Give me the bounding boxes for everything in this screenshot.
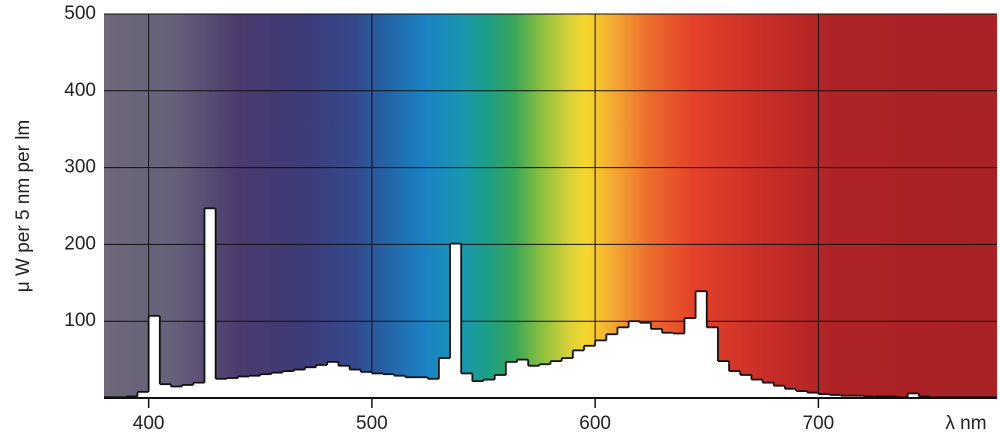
y-tick-label: 100	[64, 310, 96, 331]
bar	[650, 328, 663, 398]
bar	[662, 332, 674, 398]
bar	[773, 385, 786, 398]
bar	[628, 321, 641, 398]
bar	[595, 340, 607, 398]
bar	[293, 369, 306, 398]
bar	[483, 379, 496, 398]
bar	[829, 394, 842, 398]
bar	[818, 394, 831, 398]
x-tick-label: 600	[579, 413, 611, 434]
bar	[193, 382, 205, 398]
bar	[427, 378, 440, 398]
bar	[807, 392, 819, 398]
bar	[137, 391, 150, 398]
bar	[450, 243, 462, 398]
bar	[851, 395, 864, 398]
x-tick-label: 500	[356, 413, 388, 434]
bar	[249, 375, 261, 398]
bar	[394, 375, 406, 398]
x-tick-label: 700	[803, 413, 835, 434]
bar	[572, 350, 585, 398]
bar	[740, 374, 752, 398]
bar	[539, 364, 551, 398]
bar	[673, 333, 685, 398]
bar	[461, 373, 473, 398]
bar	[617, 327, 630, 398]
bar	[751, 379, 764, 398]
bar	[148, 315, 161, 398]
bar	[226, 378, 239, 398]
bar	[505, 361, 518, 398]
bar	[907, 393, 920, 398]
bar	[762, 382, 775, 398]
y-tick-label: 500	[64, 3, 96, 24]
y-tick-label: 300	[64, 157, 96, 178]
bar	[438, 358, 451, 398]
bar	[840, 395, 853, 398]
bar	[170, 386, 183, 398]
bar	[472, 381, 485, 398]
bar	[215, 378, 228, 398]
x-axis-label: λ nm	[945, 413, 986, 434]
bar	[237, 376, 250, 398]
bar	[204, 208, 217, 398]
bar	[360, 371, 373, 398]
bar	[561, 358, 574, 398]
bar	[416, 377, 429, 398]
bar	[371, 373, 384, 398]
bar	[729, 371, 741, 398]
bar	[494, 374, 507, 398]
bar	[517, 359, 529, 398]
bar	[316, 364, 328, 398]
bar	[182, 384, 194, 398]
bar	[338, 365, 351, 398]
bar	[304, 367, 317, 398]
bar	[327, 361, 339, 398]
bar	[528, 365, 540, 398]
bar	[550, 361, 563, 398]
bar	[784, 388, 797, 398]
y-axis-label: μ W per 5 nm per lm	[13, 120, 34, 292]
bar	[405, 377, 418, 398]
bar	[684, 318, 697, 398]
bar	[583, 345, 596, 398]
bar	[271, 372, 284, 398]
bar	[260, 374, 272, 398]
bar	[695, 291, 708, 398]
y-tick-label: 200	[64, 233, 96, 254]
bar	[606, 334, 618, 398]
y-tick-label: 400	[64, 80, 96, 101]
bar	[639, 322, 652, 398]
bar	[159, 384, 172, 398]
x-tick-label: 400	[133, 413, 165, 434]
bar	[796, 391, 808, 398]
bar	[349, 369, 362, 398]
bar	[282, 371, 295, 398]
bar	[383, 374, 395, 398]
bar	[706, 327, 719, 398]
plot-background	[104, 14, 997, 398]
bar	[717, 361, 730, 398]
